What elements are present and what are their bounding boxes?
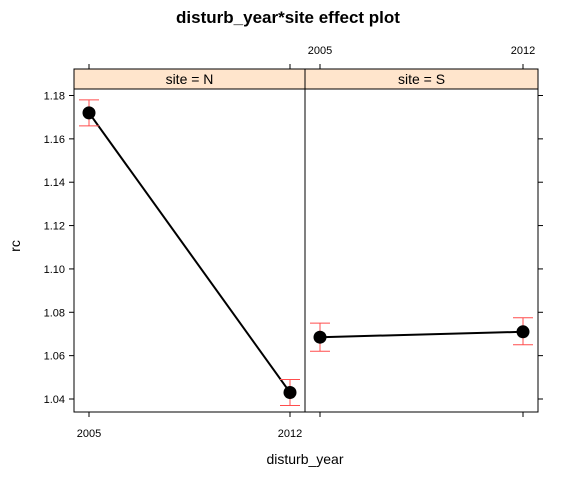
x-tick-label: 2005: [308, 45, 332, 57]
strip-label: site = N: [166, 71, 214, 87]
data-point: [82, 106, 96, 120]
data-point: [283, 385, 297, 399]
y-axis-label: rc: [7, 240, 23, 252]
panel-1: site = S 2005 2012: [304, 45, 543, 417]
x-axis-label: disturb_year: [266, 451, 343, 467]
x-tick-label: 2012: [511, 45, 535, 57]
y-tick-label: 1.10: [44, 264, 65, 276]
y-tick-label: 1.06: [44, 351, 65, 363]
strip-label: site = S: [398, 71, 445, 87]
y-tick-label: 1.14: [44, 177, 65, 189]
y-tick-label: 1.16: [44, 134, 65, 146]
x-tick-label: 2005: [77, 428, 101, 440]
y-tick-label: 1.12: [44, 221, 65, 233]
chart-title: disturb_year*site effect plot: [176, 8, 400, 27]
y-tick-label: 1.04: [44, 394, 65, 406]
panel-frame: [304, 88, 539, 413]
effect-line: [88, 112, 291, 394]
panel-0: site = N 2005 2012 1.04 1.06 1.08 1.10 1.12 1.14…: [44, 64, 306, 440]
data-point: [313, 330, 327, 344]
y-tick-label: 1.08: [44, 307, 65, 319]
data-point: [516, 325, 530, 339]
effect-line: [319, 330, 524, 339]
y-tick-label: 1.18: [44, 91, 65, 103]
x-tick-label: 2012: [278, 428, 302, 440]
